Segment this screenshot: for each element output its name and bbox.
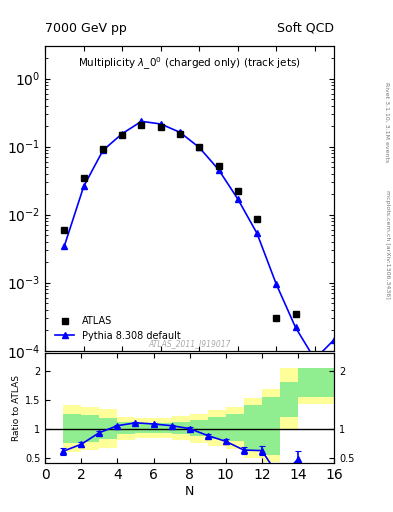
ATLAS bbox=[81, 175, 86, 181]
Pythia 8.308 default bbox=[178, 129, 182, 135]
Line: Pythia 8.308 default: Pythia 8.308 default bbox=[61, 118, 337, 362]
ATLAS bbox=[274, 315, 279, 322]
Text: 7000 GeV pp: 7000 GeV pp bbox=[45, 22, 127, 35]
ATLAS bbox=[197, 144, 202, 151]
Pythia 8.308 default bbox=[274, 281, 279, 287]
ATLAS bbox=[101, 146, 105, 152]
Pythia 8.308 default bbox=[101, 147, 105, 154]
Pythia 8.308 default bbox=[81, 183, 86, 189]
ATLAS bbox=[62, 227, 67, 233]
ATLAS bbox=[139, 121, 144, 127]
Text: Multiplicity $\lambda\_0^0$ (charged only) (track jets): Multiplicity $\lambda\_0^0$ (charged onl… bbox=[78, 55, 301, 72]
ATLAS bbox=[178, 131, 182, 137]
Text: ATLAS_2011_I919017: ATLAS_2011_I919017 bbox=[149, 338, 231, 348]
Pythia 8.308 default bbox=[197, 144, 202, 151]
ATLAS bbox=[235, 188, 240, 195]
ATLAS bbox=[120, 132, 125, 138]
ATLAS bbox=[293, 311, 298, 317]
Pythia 8.308 default bbox=[235, 196, 240, 202]
Pythia 8.308 default bbox=[158, 121, 163, 127]
ATLAS bbox=[158, 124, 163, 130]
ATLAS bbox=[255, 217, 259, 223]
Line: ATLAS: ATLAS bbox=[61, 121, 299, 322]
Pythia 8.308 default bbox=[332, 337, 336, 343]
Pythia 8.308 default bbox=[139, 118, 144, 124]
Pythia 8.308 default bbox=[293, 324, 298, 330]
Y-axis label: Ratio to ATLAS: Ratio to ATLAS bbox=[12, 375, 21, 441]
Pythia 8.308 default bbox=[120, 131, 125, 137]
Pythia 8.308 default bbox=[255, 230, 259, 237]
Legend: ATLAS, Pythia 8.308 default: ATLAS, Pythia 8.308 default bbox=[50, 311, 186, 346]
ATLAS bbox=[216, 163, 221, 169]
X-axis label: N: N bbox=[185, 485, 194, 498]
Text: mcplots.cern.ch [arXiv:1306.3436]: mcplots.cern.ch [arXiv:1306.3436] bbox=[385, 190, 389, 298]
Pythia 8.308 default bbox=[312, 356, 317, 362]
Pythia 8.308 default bbox=[216, 166, 221, 173]
Text: Soft QCD: Soft QCD bbox=[277, 22, 334, 35]
Text: Rivet 3.1.10, 3.1M events: Rivet 3.1.10, 3.1M events bbox=[385, 82, 389, 162]
Pythia 8.308 default bbox=[62, 243, 67, 249]
